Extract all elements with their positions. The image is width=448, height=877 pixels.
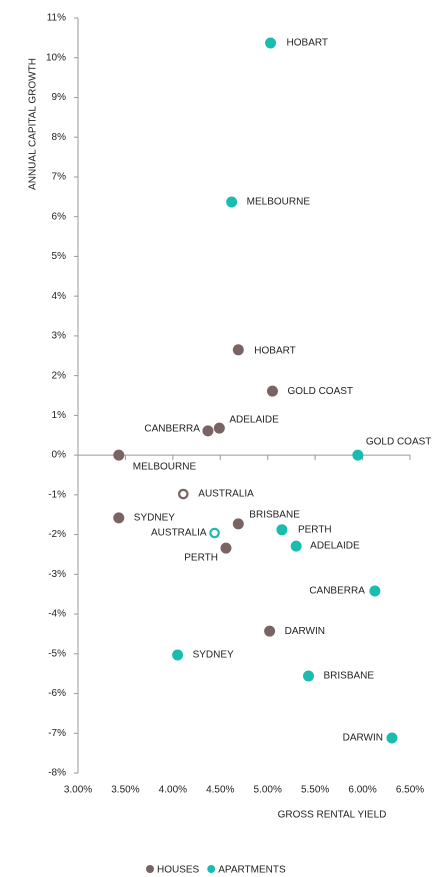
legend-marker — [146, 865, 154, 873]
y-tick-label: 0% — [52, 450, 67, 461]
point — [232, 518, 244, 530]
y-tick-label: -3% — [48, 569, 66, 580]
y-tick-label: 3% — [52, 331, 67, 342]
y-tick-label: -8% — [48, 768, 66, 779]
point — [386, 732, 398, 744]
point-label: HOBART — [254, 345, 296, 356]
point — [290, 540, 302, 552]
y-tick-label: 2% — [52, 370, 67, 381]
y-tick-label: 9% — [52, 92, 67, 103]
x-tick-label: 6.50% — [396, 785, 424, 796]
point — [352, 449, 364, 461]
point-label: CANBERRA — [144, 424, 200, 435]
point-label: BRISBANE — [324, 671, 375, 682]
y-tick-label: 5% — [52, 251, 67, 262]
y-tick-label: 4% — [52, 291, 67, 302]
point-label: SYDNEY — [193, 650, 234, 661]
point — [369, 585, 381, 597]
point — [202, 425, 214, 437]
point-label: SYDNEY — [134, 513, 175, 524]
legend-label: HOUSES — [157, 865, 200, 876]
point — [220, 542, 232, 554]
point-label: BRISBANE — [249, 509, 300, 520]
point-label: MELBOURNE — [133, 462, 197, 473]
point — [113, 512, 125, 524]
y-axis-title: ANNUAL CAPITAL GROWTH — [28, 58, 39, 190]
x-tick-label: 4.50% — [206, 785, 234, 796]
y-tick-label: -7% — [48, 728, 66, 739]
point — [266, 385, 278, 397]
y-tick-label: -4% — [48, 609, 66, 620]
x-tick-label: 3.50% — [111, 785, 139, 796]
x-tick-label: 5.00% — [254, 785, 282, 796]
point-label: AUSTRALIA — [151, 528, 207, 539]
point-label: PERTH — [298, 524, 332, 535]
point-label: DARWIN — [343, 733, 383, 744]
point — [276, 524, 288, 536]
y-tick-label: -6% — [48, 688, 66, 699]
point-label: PERTH — [184, 553, 218, 564]
point — [265, 37, 277, 49]
point — [264, 625, 276, 637]
point — [303, 670, 315, 682]
point — [113, 449, 125, 461]
y-tick-label: 1% — [52, 410, 67, 421]
legend-label: APARTMENTS — [218, 865, 286, 876]
point — [213, 422, 225, 434]
x-axis-title: GROSS RENTAL YIELD — [278, 810, 387, 821]
y-tick-label: 7% — [52, 172, 67, 183]
y-tick-label: 10% — [46, 52, 66, 63]
point-label: DARWIN — [285, 626, 325, 637]
point-label: ADELAIDE — [310, 541, 360, 552]
point-label: MELBOURNE — [247, 197, 311, 208]
point — [177, 488, 189, 500]
point-label: ADELAIDE — [229, 415, 279, 426]
legend-marker — [207, 865, 216, 873]
point — [172, 649, 184, 661]
point-label: CANBERRA — [309, 586, 365, 597]
point-label: HOBART — [287, 38, 329, 49]
y-tick-label: 8% — [52, 132, 67, 143]
x-tick-label: 3.00% — [64, 785, 92, 796]
x-tick-label: 6.00% — [348, 785, 376, 796]
point — [226, 196, 238, 208]
y-tick-label: 11% — [47, 13, 66, 24]
point — [209, 527, 220, 539]
y-tick-label: -1% — [48, 489, 66, 500]
point-label: GOLD COAST — [366, 437, 432, 448]
y-tick-label: -2% — [48, 529, 66, 540]
point — [232, 344, 244, 356]
y-tick-label: -5% — [48, 648, 66, 659]
point-label: AUSTRALIA — [198, 489, 254, 500]
y-tick-label: 6% — [52, 211, 67, 222]
x-tick-label: 5.50% — [301, 785, 329, 796]
point-label: GOLD COAST — [287, 386, 353, 397]
x-tick-label: 4.00% — [159, 785, 187, 796]
